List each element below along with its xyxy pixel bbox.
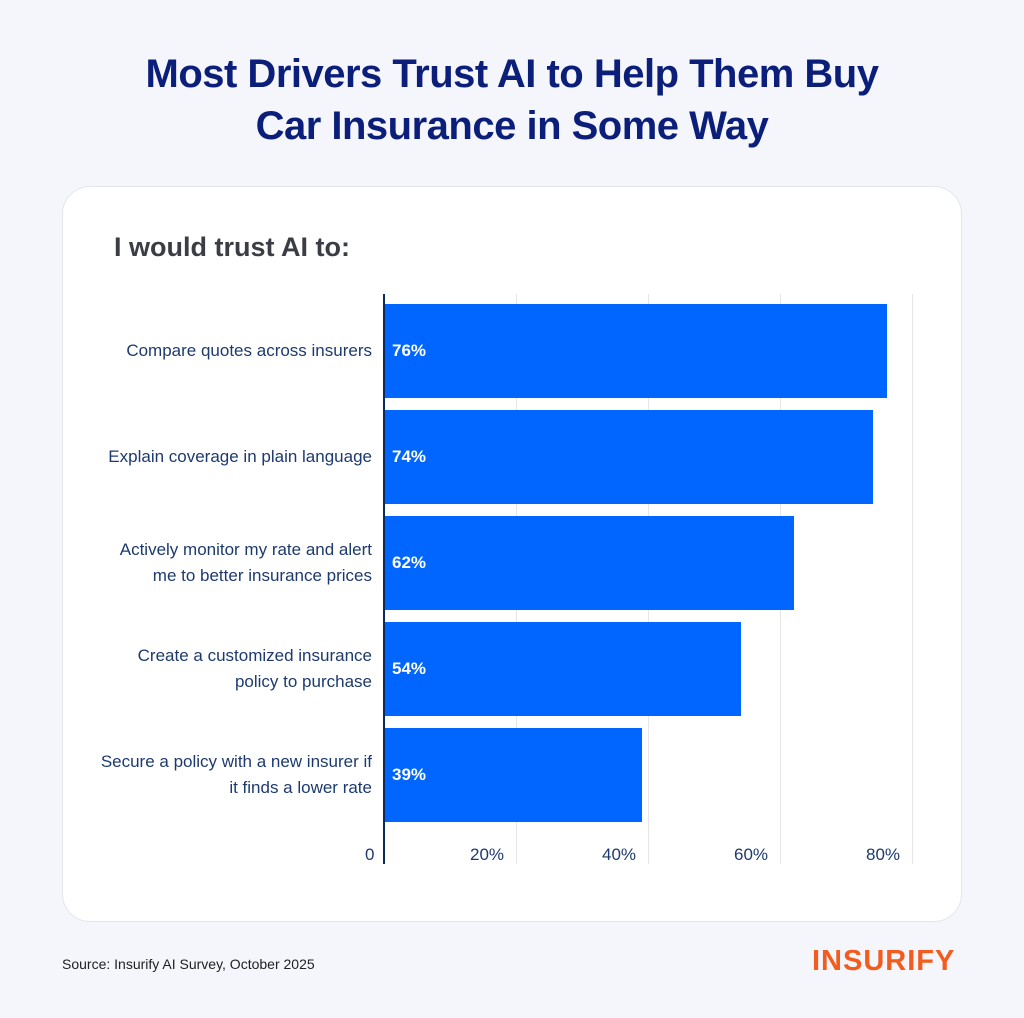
bar-value-label: 62% <box>392 553 427 572</box>
bar <box>385 304 887 398</box>
category-label: Secure a policy with a new insurer if it… <box>100 752 372 797</box>
category-label: Actively monitor my rate and alert me to… <box>119 540 372 585</box>
x-tick-label: 0 <box>365 845 375 864</box>
bar <box>385 410 874 504</box>
y-axis <box>383 294 385 864</box>
x-tick-label: 20% <box>470 845 505 864</box>
gridline <box>912 294 913 864</box>
insurify-logo: INSURIFY <box>812 945 956 977</box>
title-line-1: Most Drivers Trust AI to Help Them Buy <box>145 52 879 96</box>
bar-value-label: 76% <box>392 341 427 360</box>
bar-value-label: 74% <box>392 447 427 466</box>
page-title: Most Drivers Trust AI to Help Them Buy Ca… <box>0 48 1024 152</box>
bar-value-label: 54% <box>392 659 427 678</box>
x-tick-label: 80% <box>866 845 901 864</box>
bar-value-label: 39% <box>392 765 427 784</box>
source-note: Source: Insurify AI Survey, October 2025 <box>62 956 315 972</box>
x-tick-label: 60% <box>734 845 769 864</box>
category-label: Compare quotes across insurers <box>126 341 372 360</box>
x-tick-label: 40% <box>602 845 637 864</box>
bar <box>385 516 795 610</box>
title-line-2: Car Insurance in Some Way <box>255 104 769 148</box>
category-label: Create a customized insurance policy to … <box>137 646 372 691</box>
bar <box>385 728 643 822</box>
chart-title: I would trust AI to: <box>114 232 350 262</box>
category-label: Explain coverage in plain language <box>108 447 372 466</box>
bar <box>385 622 742 716</box>
